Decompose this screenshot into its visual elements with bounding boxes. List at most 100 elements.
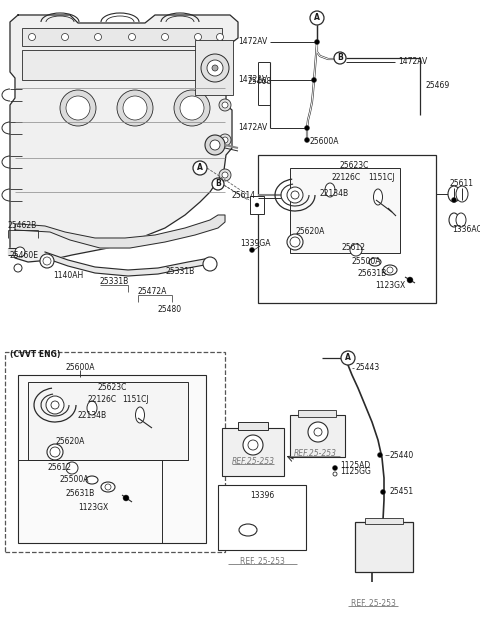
- Circle shape: [291, 191, 299, 199]
- Circle shape: [201, 54, 229, 82]
- Circle shape: [105, 484, 111, 490]
- Circle shape: [222, 102, 228, 108]
- Circle shape: [333, 472, 337, 476]
- Bar: [195, 40, 233, 95]
- Circle shape: [377, 453, 383, 457]
- Text: 25468: 25468: [248, 77, 272, 86]
- Circle shape: [210, 140, 220, 150]
- Circle shape: [222, 172, 228, 178]
- Circle shape: [337, 55, 343, 60]
- Text: 25620A: 25620A: [296, 227, 325, 236]
- Text: 25631B: 25631B: [358, 269, 387, 279]
- Circle shape: [341, 351, 355, 365]
- Circle shape: [287, 187, 303, 203]
- Text: 1472AV: 1472AV: [238, 123, 267, 133]
- Text: 1472AV: 1472AV: [398, 58, 427, 67]
- Polygon shape: [10, 15, 238, 262]
- Ellipse shape: [86, 476, 98, 484]
- Circle shape: [216, 34, 224, 41]
- Text: 25623C: 25623C: [98, 384, 127, 392]
- Text: B: B: [215, 180, 221, 189]
- Circle shape: [312, 77, 316, 83]
- Text: REF. 25-253: REF. 25-253: [350, 599, 396, 608]
- Circle shape: [381, 490, 385, 495]
- Text: 1140AH: 1140AH: [53, 272, 83, 281]
- Circle shape: [66, 96, 90, 120]
- Circle shape: [14, 264, 22, 272]
- Text: 1339GA: 1339GA: [240, 239, 271, 248]
- Bar: [290, 168, 400, 253]
- Circle shape: [333, 465, 337, 471]
- Text: 25460E: 25460E: [10, 250, 39, 260]
- Text: 25331B: 25331B: [100, 277, 129, 286]
- Circle shape: [350, 244, 362, 256]
- Circle shape: [219, 99, 231, 111]
- Circle shape: [387, 267, 393, 273]
- Bar: [238, 422, 268, 430]
- Text: 25480: 25480: [158, 305, 182, 314]
- Circle shape: [15, 247, 25, 257]
- Circle shape: [203, 257, 217, 271]
- Circle shape: [248, 440, 258, 450]
- Text: REF.25-253: REF.25-253: [293, 450, 336, 458]
- Ellipse shape: [325, 183, 335, 197]
- Text: 25623C: 25623C: [340, 161, 370, 170]
- Ellipse shape: [448, 186, 460, 202]
- Ellipse shape: [369, 258, 381, 266]
- Text: 1123GX: 1123GX: [375, 281, 405, 290]
- Circle shape: [314, 39, 320, 44]
- Circle shape: [43, 257, 51, 265]
- Circle shape: [174, 90, 210, 126]
- Circle shape: [180, 96, 204, 120]
- Text: (CVVT ENG): (CVVT ENG): [10, 351, 60, 359]
- Text: 1336AC: 1336AC: [452, 225, 480, 234]
- Text: A: A: [197, 163, 203, 173]
- Ellipse shape: [373, 189, 383, 205]
- Text: 25469: 25469: [425, 81, 449, 90]
- Text: 25462B: 25462B: [8, 220, 37, 229]
- Circle shape: [308, 422, 328, 442]
- Bar: [5, 352, 225, 552]
- Polygon shape: [8, 248, 22, 255]
- Bar: [22, 28, 222, 46]
- Text: 1151CJ: 1151CJ: [122, 396, 149, 404]
- Circle shape: [46, 396, 64, 414]
- Text: REF.25-253: REF.25-253: [231, 457, 275, 467]
- Circle shape: [290, 237, 300, 247]
- Bar: [222, 428, 284, 476]
- Circle shape: [243, 435, 263, 455]
- Circle shape: [314, 428, 322, 436]
- Circle shape: [304, 138, 310, 142]
- Text: 22126C: 22126C: [332, 173, 361, 182]
- Text: 25500A: 25500A: [60, 476, 89, 485]
- Circle shape: [60, 90, 96, 126]
- Text: A: A: [314, 13, 320, 22]
- Text: A: A: [345, 354, 351, 363]
- Circle shape: [194, 34, 202, 41]
- Bar: [258, 155, 436, 303]
- Text: 25614: 25614: [232, 192, 256, 201]
- Bar: [18, 375, 206, 543]
- Circle shape: [40, 254, 54, 268]
- Circle shape: [222, 137, 228, 143]
- Bar: [298, 410, 336, 417]
- Text: 25440: 25440: [390, 450, 414, 460]
- Text: 22134B: 22134B: [320, 189, 349, 197]
- Circle shape: [47, 444, 63, 460]
- Text: 25612: 25612: [342, 243, 366, 253]
- Circle shape: [207, 60, 223, 76]
- Ellipse shape: [87, 401, 97, 415]
- Circle shape: [117, 90, 153, 126]
- Bar: [22, 50, 222, 80]
- Circle shape: [287, 234, 303, 250]
- Text: 1472AV: 1472AV: [238, 76, 267, 84]
- Text: 25611: 25611: [450, 178, 474, 187]
- Circle shape: [50, 447, 60, 457]
- Circle shape: [212, 65, 218, 71]
- Circle shape: [407, 277, 413, 283]
- Text: 25472A: 25472A: [138, 286, 168, 295]
- Circle shape: [123, 495, 129, 501]
- Circle shape: [66, 462, 78, 474]
- Text: 1123GX: 1123GX: [78, 502, 108, 512]
- Circle shape: [161, 34, 168, 41]
